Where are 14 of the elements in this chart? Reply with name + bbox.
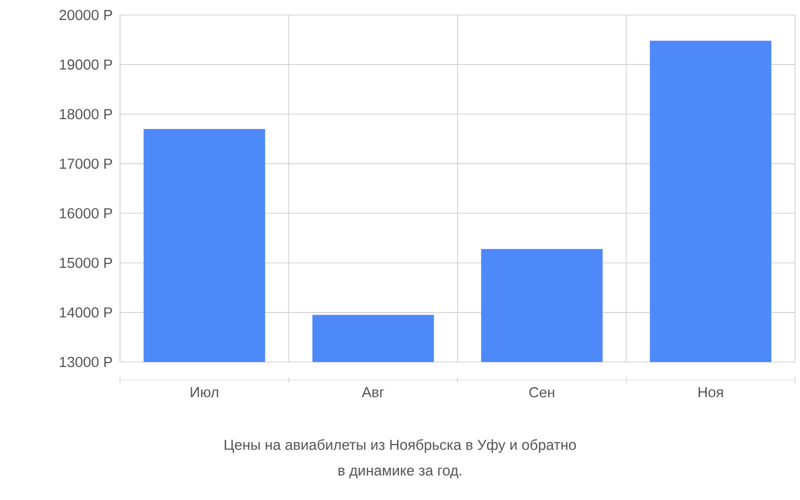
- x-tick-label: Ноя: [698, 387, 723, 398]
- text: Цены на авиабилеты из Ноябрьска в Уфу и обратно: [224, 439, 576, 453]
- y-tick-label: 16000 Р: [60, 208, 112, 218]
- y-tick-label: 15000 Р: [60, 258, 112, 268]
- text: в динамике за год.: [338, 468, 462, 478]
- y-tick-label: 19000 Р: [60, 59, 112, 70]
- y-tick-label: 14000 Р: [60, 307, 112, 318]
- y-tick-label: 13000 Р: [60, 356, 112, 368]
- y-tick-label: 17000 Р: [60, 158, 112, 169]
- x-tick-label: Авг: [362, 387, 384, 398]
- x-tick-label: Июл: [190, 387, 218, 398]
- x-tick-label: Сен: [529, 387, 554, 398]
- y-tick-label: 20000 Р: [60, 10, 112, 20]
- y-tick-label: 18000 Р: [60, 109, 112, 120]
